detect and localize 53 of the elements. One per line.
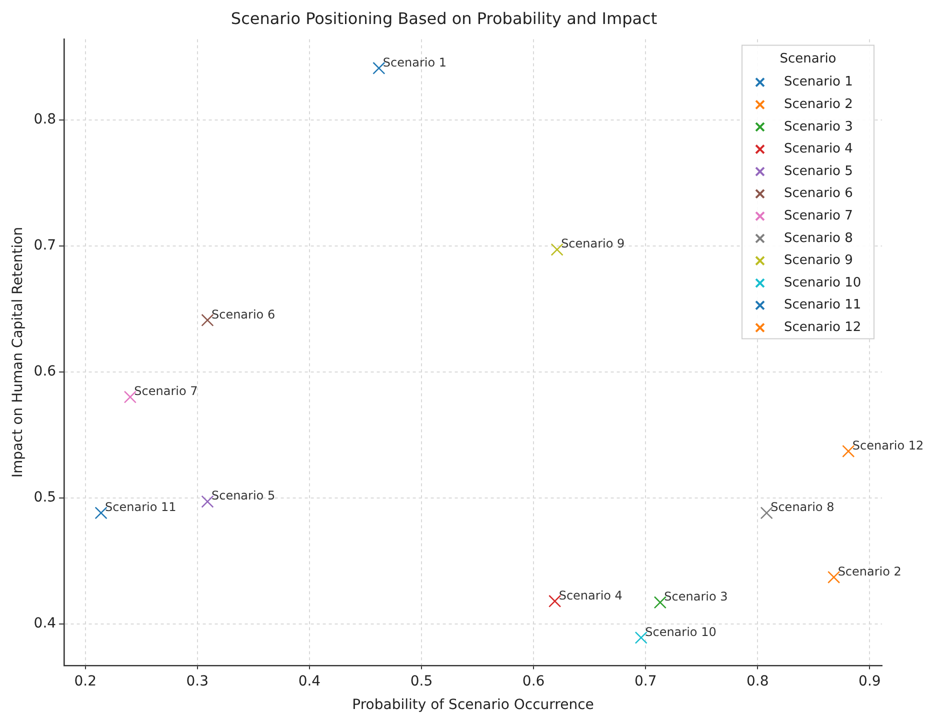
text: Scenario 10 [645, 624, 716, 639]
x-tick-label: 0.2 [74, 673, 96, 690]
legend-label: Scenario 7 [784, 208, 853, 224]
legend-label: Scenario 12 [784, 320, 862, 336]
text: Scenario 4 [558, 588, 622, 602]
text: Scenario 12 [852, 438, 924, 452]
point [201, 495, 214, 508]
y-tick-label: 0.8 [34, 111, 56, 128]
x-tick-label: 0.7 [634, 673, 657, 690]
x-tick-label: 0.3 [186, 673, 209, 690]
point [634, 631, 648, 644]
text: Scenario 1 [382, 55, 447, 70]
x-tick-label: 0.6 [522, 673, 545, 690]
y-tick-label: 0.7 [34, 237, 56, 254]
point [828, 570, 840, 584]
point [201, 314, 214, 326]
legend-label: Scenario 5 [784, 164, 853, 179]
y-tick-label: 0.6 [34, 363, 56, 380]
y-tick-label: 0.4 [34, 615, 56, 632]
legend-title: Scenario [780, 52, 836, 67]
point [372, 62, 386, 74]
text: Scenario 2 [838, 564, 902, 578]
legend-label: Scenario 2 [784, 97, 853, 112]
x-axis-title: Probability of Scenario Occurrence [352, 697, 594, 714]
x-tick-label: 0.9 [858, 673, 881, 690]
text: Scenario 8 [770, 500, 834, 514]
text: Scenario 11 [105, 500, 176, 514]
point [760, 506, 773, 520]
y-axis-title: Impact on Human Capital Retention [10, 226, 26, 478]
point [94, 506, 108, 520]
text: Scenario 5 [211, 488, 276, 503]
point [124, 390, 136, 404]
point [550, 243, 564, 256]
x-tick-label: 0.4 [298, 673, 321, 690]
legend-label: Scenario 10 [784, 275, 862, 290]
x-tick-label: 0.8 [746, 673, 769, 690]
legend-label: Scenario 1 [784, 74, 853, 90]
text: Scenario 7 [134, 384, 198, 398]
text: Scenario 6 [211, 307, 276, 322]
text: Scenario 3 [664, 590, 728, 604]
chart-title: Scenario Positioning Based on Probability and Impact [230, 8, 658, 28]
point [654, 596, 666, 609]
x-tick-label: 0.5 [410, 673, 433, 690]
legend-label: Scenario 8 [784, 230, 853, 246]
point [548, 594, 562, 608]
point [842, 444, 855, 458]
legend-label: Scenario 9 [784, 253, 853, 268]
legend-label: Scenario 3 [784, 119, 853, 134]
legend-label: Scenario 6 [784, 186, 853, 202]
legend-label: Scenario 4 [784, 142, 853, 157]
legend-label: Scenario 11 [784, 298, 862, 313]
text: Scenario 9 [561, 236, 625, 251]
y-tick-label: 0.5 [34, 489, 56, 506]
